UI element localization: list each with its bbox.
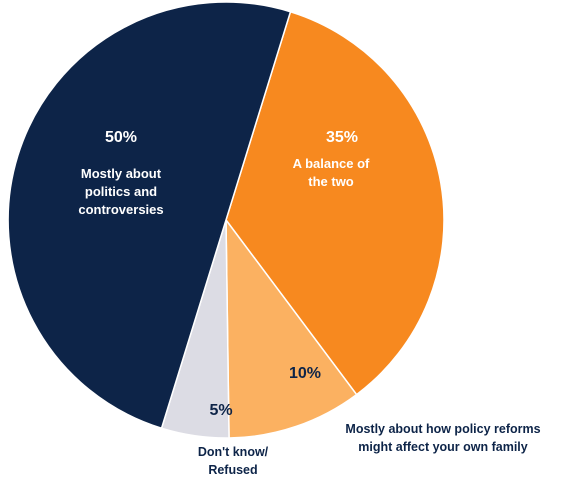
pie-category-label-mostly-about-politics-and-controversies: Mostly about politics and controversies [78, 166, 163, 217]
pie-slices [7, 1, 445, 439]
pie-slice-mostly-about-politics-and-controversies [7, 1, 292, 430]
pie-value-label-mostly-about-politics-and-controversies: 50% [105, 129, 137, 146]
pie-value-label-don-t-know-refused: 5% [209, 402, 232, 419]
pie-slice-a-balance-of-the-two [225, 10, 445, 396]
pie-labels: 35% A balance of the two 10% Mostly about ho… [78, 129, 540, 477]
pie-value-label-a-balance-of-the-two: 35% [326, 129, 358, 146]
pie-category-label-don-t-know-refused: Don't know/Refused [198, 445, 269, 477]
pie-slice-mostly-about-how-policy-reforms-might-affect-your-own-family [225, 217, 358, 439]
pie-category-label-mostly-about-how-policy-reforms-might-affect-your-own-family: Mostly about how policy reforms might aff… [345, 422, 540, 454]
pie-value-label-mostly-about-how-policy-reforms-might-affect-your-own-family: 10% [289, 365, 321, 382]
pie-category-label-a-balance-of-the-two: A balance of the two [293, 156, 370, 189]
